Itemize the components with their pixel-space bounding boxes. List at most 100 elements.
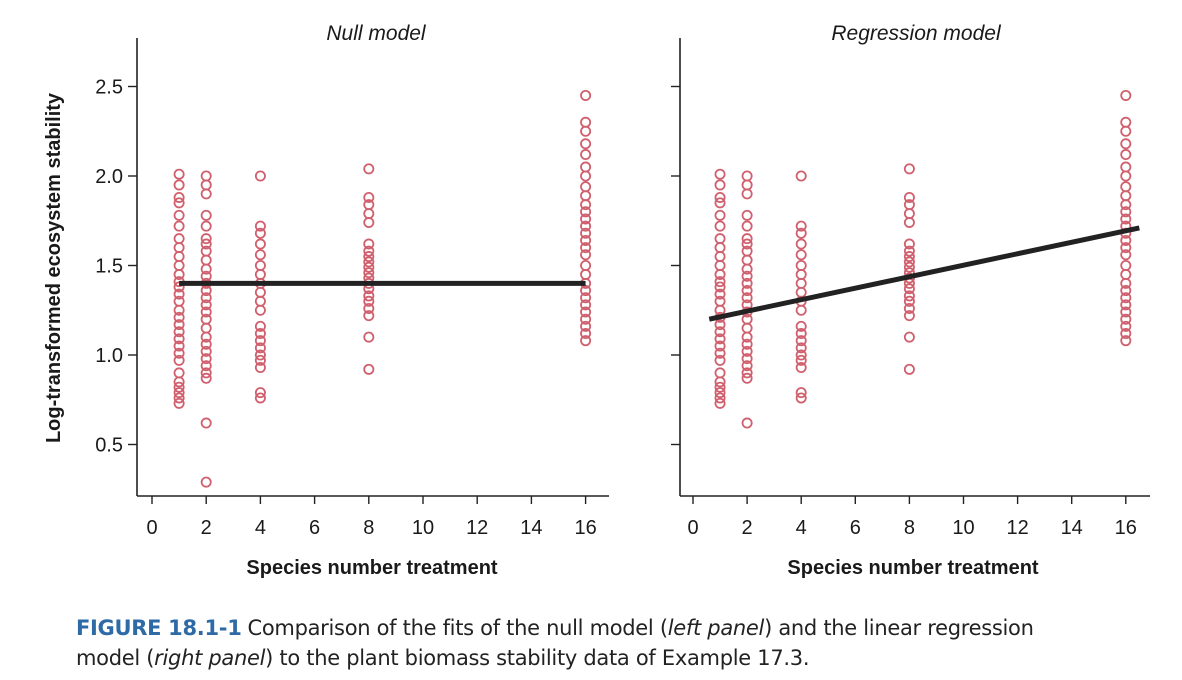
data-point	[200, 338, 212, 350]
data-point	[254, 170, 266, 182]
data-point	[714, 376, 726, 388]
data-point	[714, 354, 726, 366]
data-point	[363, 191, 375, 203]
data-point	[795, 320, 807, 332]
data-point	[795, 238, 807, 250]
x-tick-label: 6	[309, 517, 320, 539]
caption-italic-left-panel: left panel	[667, 616, 765, 640]
y-axis-label: Log-transformed ecosystem stability	[43, 92, 65, 443]
data-point	[714, 179, 726, 191]
data-point	[173, 191, 185, 203]
data-point	[741, 367, 753, 379]
data-point	[580, 149, 592, 161]
data-point	[714, 387, 726, 399]
x-axis-regression-model: 0 2 4 6 8 10 12 14 16	[680, 495, 1150, 539]
data-point	[173, 311, 185, 323]
data-point	[714, 333, 726, 345]
x-tick-label: 6	[850, 517, 861, 539]
caption-italic-right-panel: right panel	[154, 646, 266, 670]
data-point	[741, 220, 753, 232]
data-point	[714, 209, 726, 221]
data-point	[254, 392, 266, 404]
data-point	[795, 387, 807, 399]
data-point	[714, 268, 726, 280]
data-point	[714, 326, 726, 338]
data-point	[795, 286, 807, 298]
data-point	[580, 242, 592, 254]
data-point	[1120, 320, 1132, 332]
data-point	[254, 238, 266, 250]
data-point	[173, 288, 185, 300]
data-point	[795, 268, 807, 280]
panel-title-regression-model: Regression model	[831, 22, 1002, 45]
data-point	[795, 170, 807, 182]
data-point	[1120, 149, 1132, 161]
data-point	[741, 277, 753, 289]
data-point	[200, 360, 212, 372]
data-point	[580, 161, 592, 173]
data-point	[741, 233, 753, 245]
data-point	[903, 331, 915, 343]
data-point	[254, 320, 266, 332]
data-point	[200, 254, 212, 266]
data-point	[1120, 277, 1132, 289]
data-point	[363, 163, 375, 175]
data-point	[741, 263, 753, 275]
data-point	[741, 345, 753, 357]
data-point	[714, 319, 726, 331]
data-point	[580, 138, 592, 150]
data-point	[714, 340, 726, 352]
x-ticks: 0 2 4 6 8 10 12 14 16	[687, 496, 1137, 539]
y-tick-label: 0.5	[95, 435, 123, 457]
data-point	[741, 353, 753, 365]
data-point	[1120, 190, 1132, 202]
x-axis-null-model: 0 2 4 6 8 10 12 14 16	[137, 495, 609, 539]
data-point	[173, 209, 185, 221]
y-ticks	[671, 85, 680, 446]
data-point	[741, 292, 753, 304]
data-point	[200, 476, 212, 488]
data-point	[795, 328, 807, 340]
x-ticks: 0 2 4 6 8 10 12 14 16	[146, 496, 597, 539]
data-point	[254, 354, 266, 366]
data-point	[741, 238, 753, 250]
x-tick-label: 8	[363, 517, 374, 539]
data-point	[903, 251, 915, 263]
data-point	[795, 362, 807, 374]
data-point	[903, 191, 915, 203]
data-point	[1120, 313, 1132, 325]
data-point	[173, 333, 185, 345]
data-point	[1120, 125, 1132, 137]
data-point	[580, 206, 592, 218]
data-point	[580, 116, 592, 128]
data-point	[200, 179, 212, 191]
data-point	[714, 288, 726, 300]
data-point	[795, 354, 807, 366]
data-point	[173, 354, 185, 366]
x-axis-label-null-model: Species number treatment	[246, 557, 498, 579]
data-point	[173, 367, 185, 379]
data-point	[714, 251, 726, 263]
x-tick-label: 0	[146, 517, 157, 539]
data-point	[363, 267, 375, 279]
figure-caption: FIGURE 18.1-1 Comparison of the fits of t…	[76, 613, 1166, 673]
data-point	[741, 338, 753, 350]
data-point	[903, 208, 915, 220]
data-point	[200, 209, 212, 221]
data-point	[580, 335, 592, 347]
data-point	[714, 233, 726, 245]
data-point	[1120, 89, 1132, 101]
data-point	[173, 220, 185, 232]
data-point	[254, 249, 266, 261]
data-point	[903, 295, 915, 307]
data-point	[741, 179, 753, 191]
data-point	[903, 363, 915, 375]
data-point	[795, 249, 807, 261]
data-points-null-model	[173, 89, 592, 488]
figure-number: FIGURE 18.1-1	[76, 616, 242, 640]
data-points-regression-model	[714, 89, 1132, 429]
data-point	[580, 292, 592, 304]
data-point	[173, 304, 185, 316]
data-point	[173, 319, 185, 331]
data-point	[363, 251, 375, 263]
